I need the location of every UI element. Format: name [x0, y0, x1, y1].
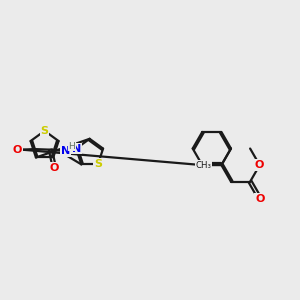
Text: H: H	[68, 142, 75, 151]
Text: O: O	[255, 194, 265, 204]
Text: N: N	[61, 146, 70, 156]
Text: N: N	[72, 144, 81, 154]
Text: S: S	[40, 126, 49, 136]
Text: O: O	[255, 160, 264, 170]
Text: S: S	[94, 159, 102, 170]
Text: CH₃: CH₃	[195, 160, 212, 169]
Text: O: O	[13, 145, 22, 155]
Text: O: O	[49, 163, 58, 173]
